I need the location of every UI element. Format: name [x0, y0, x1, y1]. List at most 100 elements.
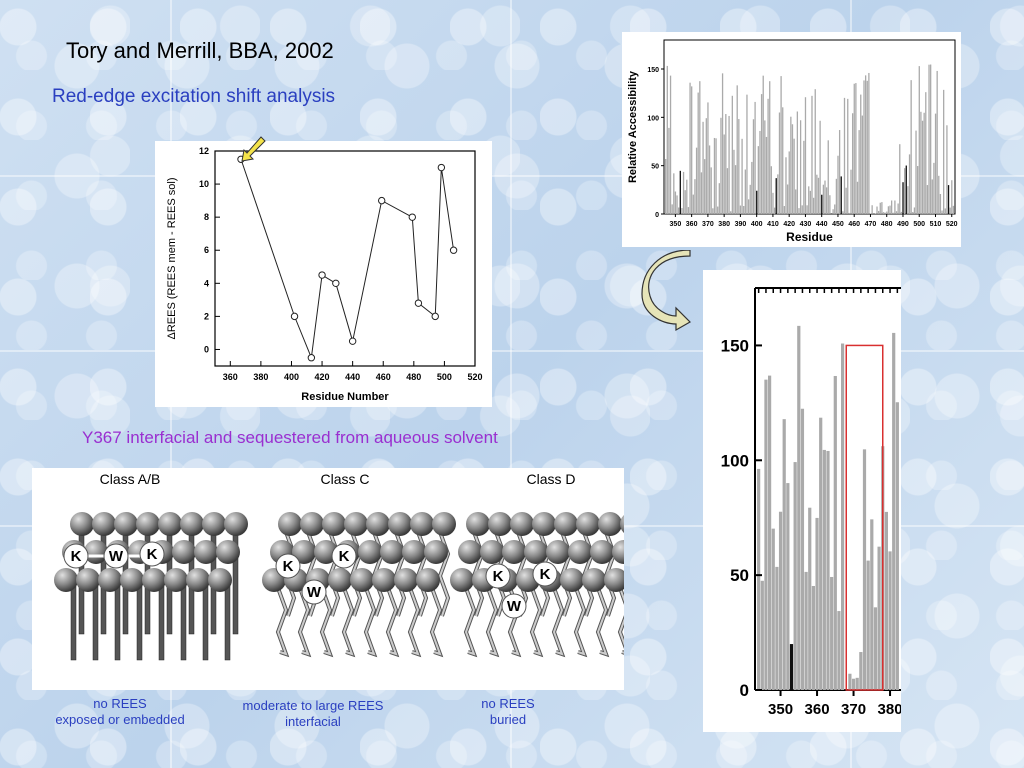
bar — [827, 140, 829, 214]
lipid-head — [366, 512, 390, 536]
bar — [772, 192, 774, 214]
bar — [933, 162, 935, 214]
bar — [847, 98, 849, 214]
bar — [689, 82, 691, 214]
figure-caption: Y367 interfacial and sequestered from aq… — [82, 428, 498, 447]
class-c-label: moderate to large REES interfacial — [228, 698, 398, 730]
lipid-tail — [364, 587, 376, 656]
bar — [917, 166, 919, 214]
lipid-tail — [114, 585, 121, 661]
bar — [822, 184, 825, 214]
bar — [938, 175, 940, 214]
bar — [757, 468, 761, 690]
bar — [666, 65, 668, 214]
lipid-head — [394, 568, 418, 592]
x-tick-label: 380 — [718, 221, 730, 228]
x-axis-title: Residue — [786, 230, 833, 244]
lipid-head — [164, 568, 188, 592]
bar — [850, 169, 852, 214]
highlight-box — [845, 344, 884, 691]
tryptophan-residue-icon — [103, 543, 129, 569]
bar — [764, 120, 766, 214]
bar — [923, 112, 925, 214]
y-tick-label: 50 — [651, 164, 659, 171]
x-tick-label: 420 — [315, 372, 330, 382]
rees-chart-panel: 360 380 400 420 440 460 480 500 520 0 2 4 6 8 10 12 Resi… — [155, 141, 492, 407]
lipid-tail — [408, 587, 420, 656]
bar — [920, 111, 922, 214]
bar — [825, 187, 828, 214]
bar — [943, 89, 945, 214]
class-ab-title: Class A/B — [100, 471, 161, 487]
lipid-head — [172, 540, 196, 564]
bar — [786, 483, 790, 690]
bar — [861, 115, 864, 214]
lipid-head — [158, 512, 182, 536]
data-point — [348, 337, 357, 345]
bar — [681, 208, 683, 214]
lysine-residue-icon — [331, 543, 357, 569]
lipid-tail — [224, 585, 231, 661]
bar — [801, 205, 803, 214]
bar — [876, 206, 878, 214]
x-tick-label: 520 — [946, 221, 958, 228]
bar — [775, 178, 777, 214]
bar — [848, 673, 852, 690]
bar — [778, 511, 783, 690]
bar — [682, 171, 685, 214]
x-tick-label: 500 — [437, 372, 452, 382]
bar — [793, 462, 797, 690]
bar — [718, 183, 720, 214]
bar — [941, 210, 943, 214]
bar — [819, 417, 823, 690]
lipid-tail — [464, 587, 476, 656]
bar — [853, 83, 855, 214]
bar — [791, 124, 794, 214]
tryptophan-residue-icon — [301, 579, 327, 605]
bar — [860, 94, 862, 214]
lipid-head — [380, 540, 404, 564]
bar — [886, 211, 888, 214]
bar — [770, 166, 772, 214]
lipid-tail — [596, 587, 608, 656]
accessibility-chart-panel: 350 360 370 380 390 400 410 420 430 440 450 460 470 4… — [622, 32, 961, 247]
bar — [814, 89, 816, 214]
bar — [913, 207, 916, 214]
lipid-head — [450, 568, 474, 592]
lipid-head — [582, 568, 606, 592]
bar — [855, 677, 859, 690]
bar — [692, 194, 694, 214]
bar — [837, 155, 839, 214]
bar — [822, 449, 826, 690]
bar — [747, 199, 750, 214]
lipid-head — [180, 512, 204, 536]
bar — [684, 190, 686, 214]
lipid-head — [388, 512, 412, 536]
x-tick-label: 380 — [878, 701, 901, 718]
bar — [700, 172, 703, 214]
x-tick-label: 480 — [406, 372, 421, 382]
lipid-head — [202, 512, 226, 536]
bar — [949, 207, 951, 214]
plot-frame — [663, 39, 956, 215]
bar — [785, 157, 787, 214]
bar — [851, 678, 856, 690]
bar — [721, 73, 724, 214]
bar — [708, 145, 711, 214]
x-tick-label: 360 — [686, 221, 698, 228]
lipid-head — [554, 512, 578, 536]
bar — [858, 130, 860, 214]
zoomed-bar-chart: 0 50 100 150 350 360 370 380 — [721, 287, 903, 718]
bar — [899, 144, 901, 214]
bar — [678, 207, 680, 214]
data-point — [431, 312, 439, 321]
bar — [835, 178, 838, 214]
lipid-tail — [136, 585, 143, 661]
bar — [757, 146, 759, 214]
lipid-tail — [530, 587, 542, 656]
bar — [838, 130, 841, 214]
lipid-tail — [574, 587, 586, 656]
bar — [819, 120, 821, 214]
bar — [771, 528, 775, 690]
x-tick-label: 480 — [881, 221, 893, 228]
